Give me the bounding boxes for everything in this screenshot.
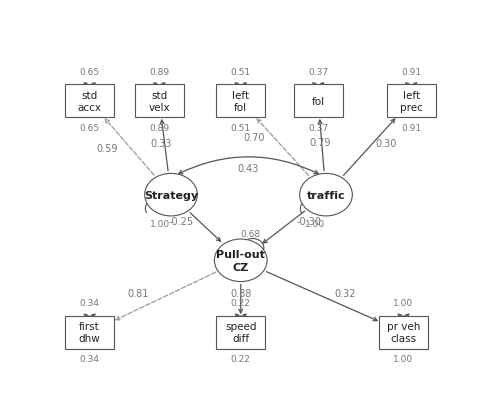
Text: left
prec: left prec — [400, 91, 422, 113]
Text: speed
diff: speed diff — [225, 322, 256, 343]
FancyBboxPatch shape — [65, 85, 114, 118]
Text: pr veh
class: pr veh class — [387, 322, 420, 343]
Text: 0.89: 0.89 — [150, 124, 170, 132]
Text: 0.70: 0.70 — [244, 132, 265, 143]
Text: 1.00: 1.00 — [306, 220, 326, 229]
Circle shape — [144, 174, 198, 216]
Text: 0.32: 0.32 — [334, 288, 356, 298]
Text: 0.37: 0.37 — [308, 68, 328, 77]
Text: 0.88: 0.88 — [230, 288, 252, 298]
Text: 0.91: 0.91 — [401, 68, 421, 77]
Text: 1.00: 1.00 — [394, 354, 413, 363]
Text: 0.30: 0.30 — [376, 139, 397, 149]
Text: 0.65: 0.65 — [80, 68, 100, 77]
Text: 0.34: 0.34 — [80, 298, 100, 307]
Text: 0.91: 0.91 — [401, 124, 421, 132]
Text: 0.79: 0.79 — [310, 137, 331, 147]
Text: 0.65: 0.65 — [80, 124, 100, 132]
Text: 0.22: 0.22 — [231, 298, 250, 307]
Text: 1.00: 1.00 — [150, 220, 171, 229]
Text: 0.37: 0.37 — [308, 124, 328, 132]
Text: 0.22: 0.22 — [231, 354, 250, 363]
Text: 0.34: 0.34 — [80, 354, 100, 363]
Text: 0.89: 0.89 — [150, 68, 170, 77]
FancyBboxPatch shape — [387, 85, 436, 118]
Text: -0.30: -0.30 — [296, 217, 321, 227]
FancyBboxPatch shape — [216, 85, 265, 118]
Text: left
fol: left fol — [232, 91, 250, 113]
FancyBboxPatch shape — [135, 85, 184, 118]
Text: first
dhw: first dhw — [79, 322, 100, 343]
Text: 0.33: 0.33 — [150, 139, 172, 149]
FancyBboxPatch shape — [294, 85, 343, 118]
Text: std
accx: std accx — [78, 91, 102, 113]
Text: traffic: traffic — [306, 190, 346, 200]
FancyBboxPatch shape — [65, 316, 114, 349]
Text: fol: fol — [312, 97, 325, 107]
Text: Pull-out
CZ: Pull-out CZ — [216, 249, 265, 272]
Text: 0.51: 0.51 — [230, 124, 251, 132]
Text: 0.43: 0.43 — [238, 164, 259, 174]
Text: 0.68: 0.68 — [240, 229, 260, 238]
Text: std
velx: std velx — [148, 91, 170, 113]
Text: 1.00: 1.00 — [394, 298, 413, 307]
FancyBboxPatch shape — [379, 316, 428, 349]
Text: -0.25: -0.25 — [168, 217, 193, 227]
Text: 0.51: 0.51 — [230, 68, 251, 77]
Circle shape — [300, 174, 352, 216]
Text: 0.59: 0.59 — [96, 143, 118, 153]
Text: Strategy: Strategy — [144, 190, 198, 200]
Circle shape — [214, 239, 267, 282]
Text: 0.81: 0.81 — [128, 288, 149, 298]
FancyBboxPatch shape — [216, 316, 265, 349]
